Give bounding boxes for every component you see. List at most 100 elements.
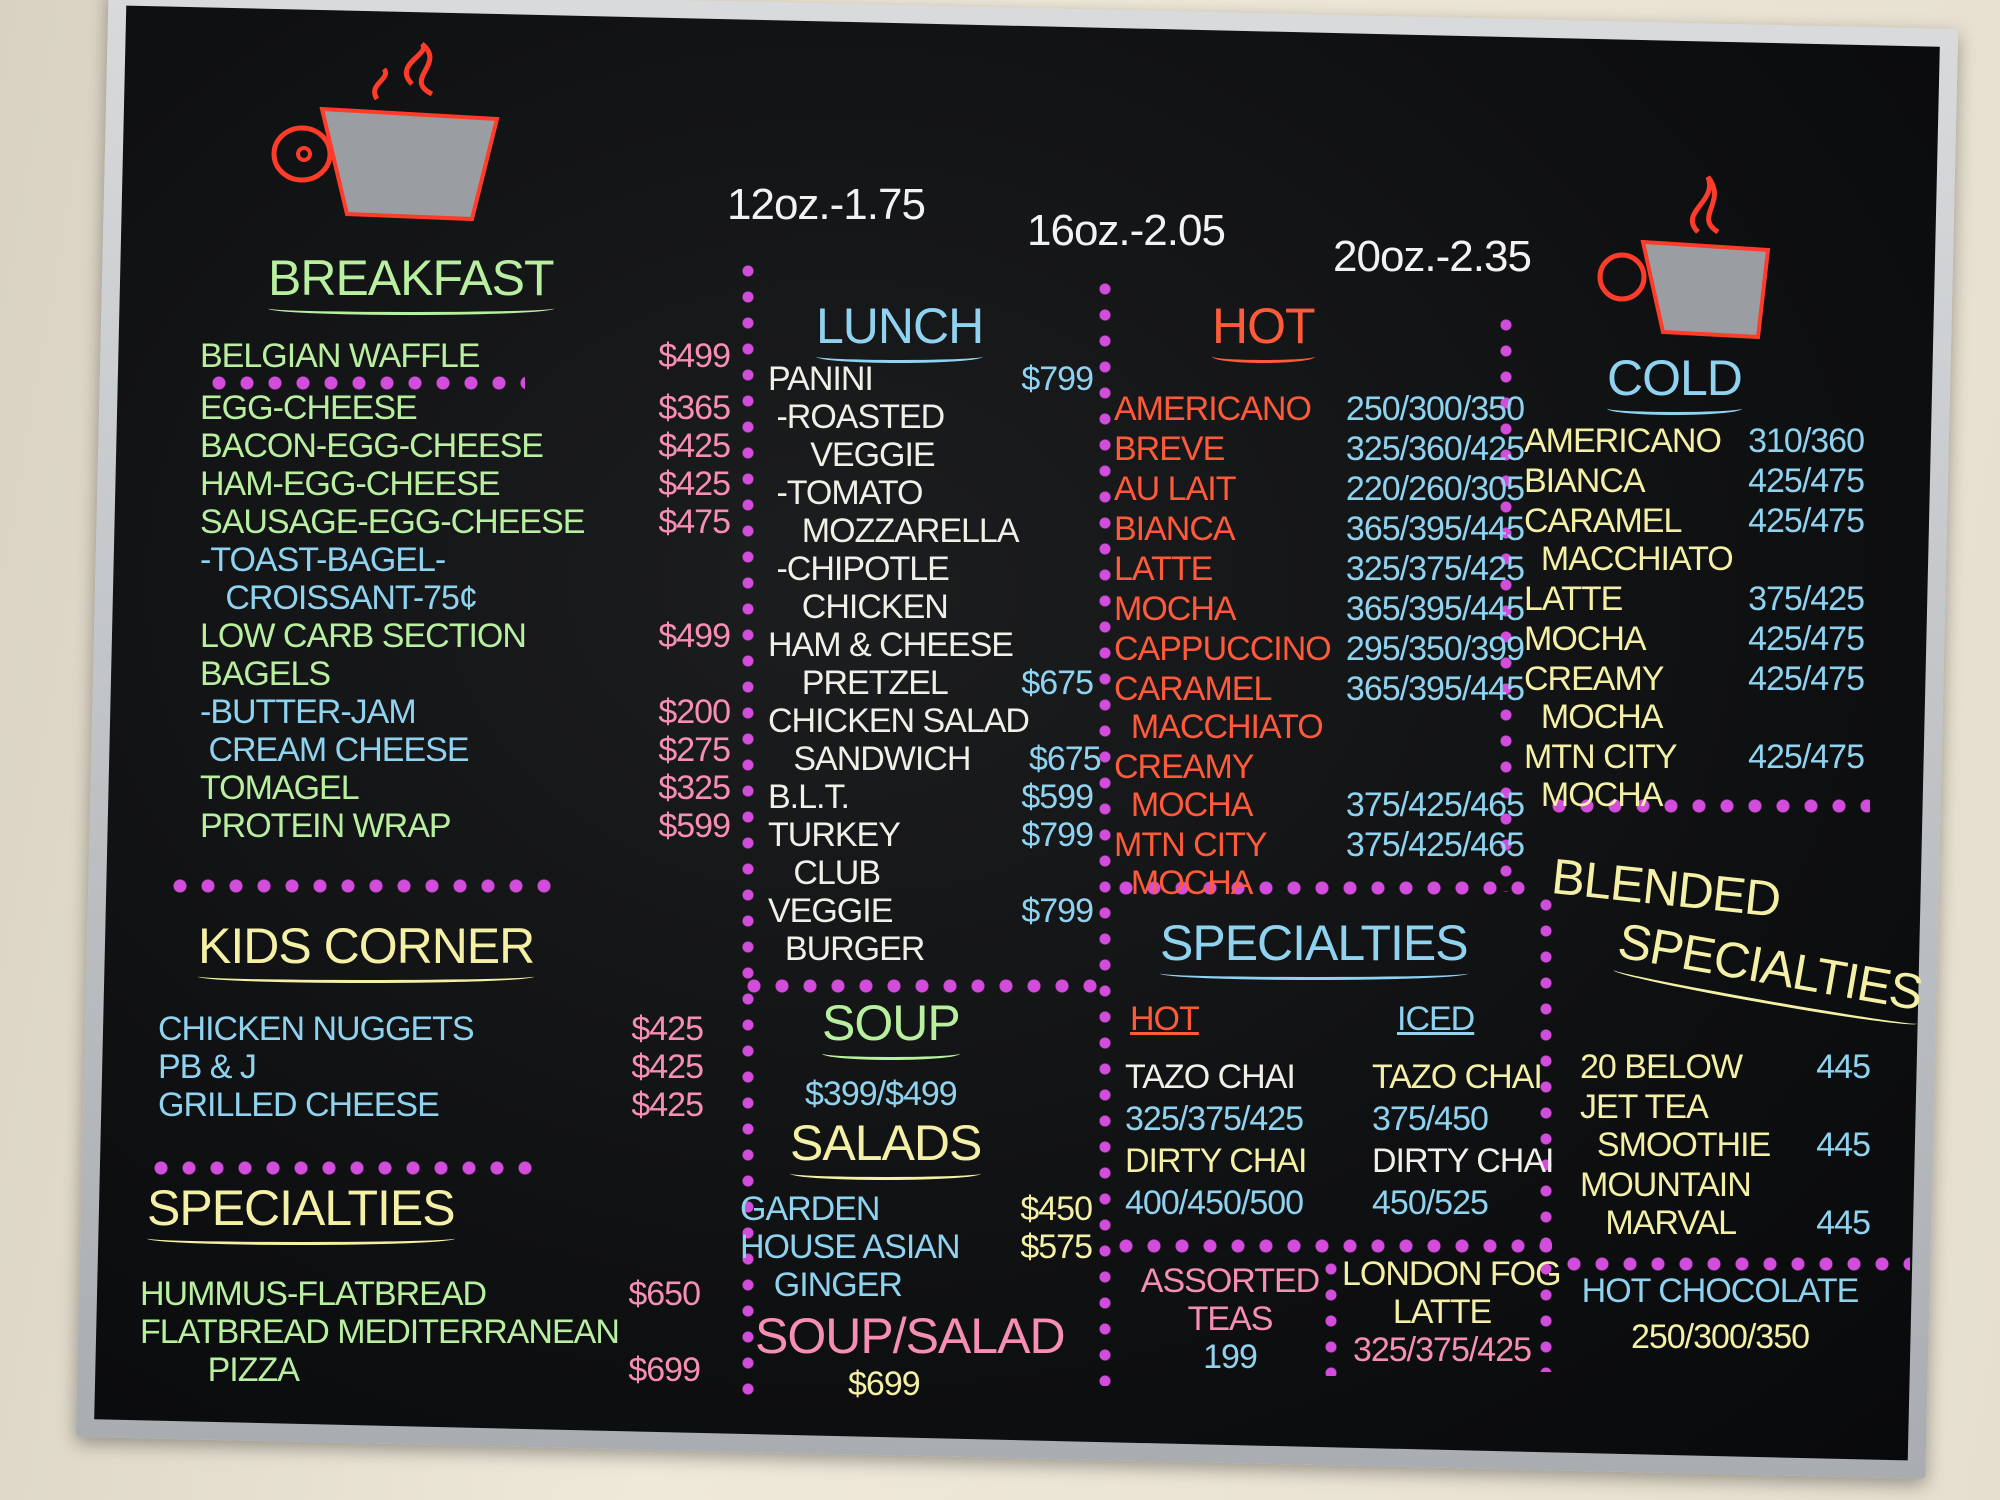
menu-item-name: VEGGIE BURGER (768, 892, 925, 968)
menu-item-name: CREAMY MOCHA (1524, 660, 1664, 736)
menu-item-name: TAZO CHAI (1125, 1058, 1296, 1096)
menu-item-name: B.L.T. (768, 778, 850, 816)
menu-item-name: CREAM CHEESE (200, 731, 469, 769)
size-12oz: 12oz.-1.75 (727, 180, 926, 229)
menu-item: HAM & CHEESE PRETZEL $675 (768, 626, 1094, 702)
hot-title-text: HOT (1212, 298, 1316, 354)
menu-item-name: PB & J (158, 1048, 257, 1086)
menu-item: 20 BELOW 445 (1580, 1048, 1871, 1086)
menu-item: GRILLED CHEESE $425 (158, 1086, 704, 1124)
soup-salad-title: SOUP/SALAD (755, 1308, 1066, 1364)
menu-item: CREAMY MOCHA 375/425/465 (1114, 748, 1525, 824)
specialties-title-text: SPECIALTIES (147, 1180, 456, 1236)
menu-item: LOW CARB SECTION $499 (200, 617, 731, 655)
menu-item: PANINI $799 (768, 360, 1094, 398)
menu-item-name: BACON-EGG-CHEESE (200, 427, 544, 465)
underline (790, 1167, 982, 1180)
menu-item-name: MTN CITY MOCHA (1524, 738, 1678, 814)
menu-item-price: 425/475 (1748, 738, 1865, 776)
menu-item-name: AMERICANO (1524, 422, 1722, 460)
menu-item-price: 425/475 (1748, 462, 1865, 500)
underline (198, 970, 535, 983)
soup-salad-price: $699 (848, 1365, 921, 1403)
hot-chocolate: HOT CHOCOLATE 250/300/350 (1580, 1272, 1860, 1356)
hot-chocolate-label: HOT CHOCOLATE (1581, 1272, 1860, 1310)
london-fog-label-1: LONDON FOG (1342, 1255, 1562, 1293)
kids-list: CHICKEN NUGGETS $425 PB & J $425 GRILLED CHE… (158, 1010, 704, 1124)
menu-item: CAPPUCCINO 295/350/399 (1114, 630, 1525, 668)
menu-item: CHICKEN SALAD SANDWICH $675 (768, 702, 1102, 778)
hot-chocolate-price: 250/300/350 (1630, 1318, 1810, 1356)
kids-corner-title: KIDS CORNER (198, 918, 535, 983)
menu-item-price: $799 (1021, 360, 1094, 398)
assorted-teas-label-2: TEAS (1187, 1300, 1274, 1338)
lunch-title: LUNCH (816, 298, 984, 363)
menu-item-name: TOMAGEL (200, 769, 360, 807)
menu-item: DIRTY CHAI (1125, 1142, 1307, 1180)
menu-item-name: FLATBREAD MEDITERRANEAN PIZZA (140, 1313, 620, 1389)
divider (1112, 1238, 1552, 1254)
cold-title-text: COLD (1607, 350, 1743, 406)
menu-item-price: $650 (628, 1275, 701, 1313)
menu-item: BIANCA 365/395/445 (1114, 510, 1525, 548)
menu-item-price: $275 (658, 731, 731, 769)
menu-item-name: LATTE (1114, 550, 1213, 588)
divider (1560, 1256, 1910, 1272)
menu-item-price: 445 (1816, 1048, 1871, 1086)
underline (1607, 402, 1742, 415)
menu-item: 325/375/425 (1125, 1100, 1306, 1138)
soup-title-text: SOUP (822, 995, 961, 1051)
menu-item-name: MTN CITY MOCHA (1114, 826, 1268, 902)
menu-item-price: $450 (1020, 1190, 1093, 1228)
menu-item: -CHIPOTLE CHICKEN (768, 550, 1093, 626)
menu-item: FLATBREAD MEDITERRANEAN PIZZA $699 (140, 1313, 701, 1389)
menu-item: -TOAST-BAGEL- CROISSANT-75¢ (200, 541, 730, 617)
menu-item: SAUSAGE-EGG-CHEESE $475 (200, 503, 731, 541)
menu-item: MOCHA 425/475 (1524, 620, 1865, 658)
menu-item-name: GARDEN (740, 1190, 880, 1228)
menu-item-price: 375/425 (1748, 580, 1865, 618)
menu-item-name: -CHIPOTLE CHICKEN (776, 550, 949, 626)
menu-item-name: BIANCA (1114, 510, 1236, 548)
menu-item-price: 220/260/305 (1345, 470, 1525, 508)
menu-item-name: BIANCA (1524, 462, 1646, 500)
salads-title: SALADS (790, 1115, 982, 1180)
menu-item-name: LOW CARB SECTION (200, 617, 527, 655)
menu-item-name: SAUSAGE-EGG-CHEESE (200, 503, 585, 541)
menu-item-price: 425/475 (1748, 660, 1865, 698)
menu-item-price: $599 (1021, 778, 1094, 816)
menu-item-name: PROTEIN WRAP (200, 807, 452, 845)
menu-item-name: -TOAST-BAGEL- CROISSANT-75¢ (200, 541, 478, 617)
specialties-hot-list: TAZO CHAI 325/375/425 DIRTY CHAI 400/450/50… (1125, 1058, 1307, 1226)
divider (1325, 1256, 1337, 1376)
underline (1160, 967, 1468, 980)
menu-item: 400/450/500 (1125, 1184, 1306, 1222)
menu-item-name: -ROASTED VEGGIE (776, 398, 945, 474)
breakfast-list: BELGIAN WAFFLE $499 EGG-CHEESE $365 BACON-EG… (200, 337, 731, 845)
menu-item-name: PANINI (768, 360, 874, 398)
divider (147, 1160, 537, 1176)
menu-item: LATTE 325/375/425 (1114, 550, 1525, 588)
divider (1545, 798, 1870, 814)
menu-item-name: BREVE (1114, 430, 1225, 468)
menu-item: DIRTY CHAI (1372, 1142, 1554, 1180)
menu-item-name: MOCHA (1524, 620, 1647, 658)
menu-item: 450/525 (1372, 1184, 1553, 1222)
menu-item-name: JET TEA SMOOTHIE (1580, 1088, 1771, 1164)
coffee-cup-icon (271, 42, 502, 239)
menu-item-name: HAM-EGG-CHEESE (200, 465, 501, 503)
underline (147, 1232, 455, 1245)
specialties-iced-list: TAZO CHAI 375/450 DIRTY CHAI 450/525 (1372, 1058, 1554, 1226)
specialties-title: SPECIALTIES (147, 1180, 456, 1245)
menu-item-name: 400/450/500 (1125, 1184, 1304, 1222)
underline (1212, 350, 1315, 363)
menu-item-price: 425/475 (1748, 620, 1865, 658)
menu-item-name: 325/375/425 (1125, 1100, 1304, 1138)
menu-item: CHICKEN NUGGETS $425 (158, 1010, 704, 1048)
salads-list: GARDEN $450 HOUSE ASIAN GINGER $575 (740, 1190, 1093, 1304)
divider (205, 375, 525, 391)
menu-item: HOUSE ASIAN GINGER $575 (740, 1228, 1093, 1304)
drink-specialties-title: SPECIALTIES (1160, 915, 1469, 980)
menu-item: TAZO CHAI (1125, 1058, 1306, 1096)
menu-item-price: 365/395/445 (1345, 510, 1525, 548)
